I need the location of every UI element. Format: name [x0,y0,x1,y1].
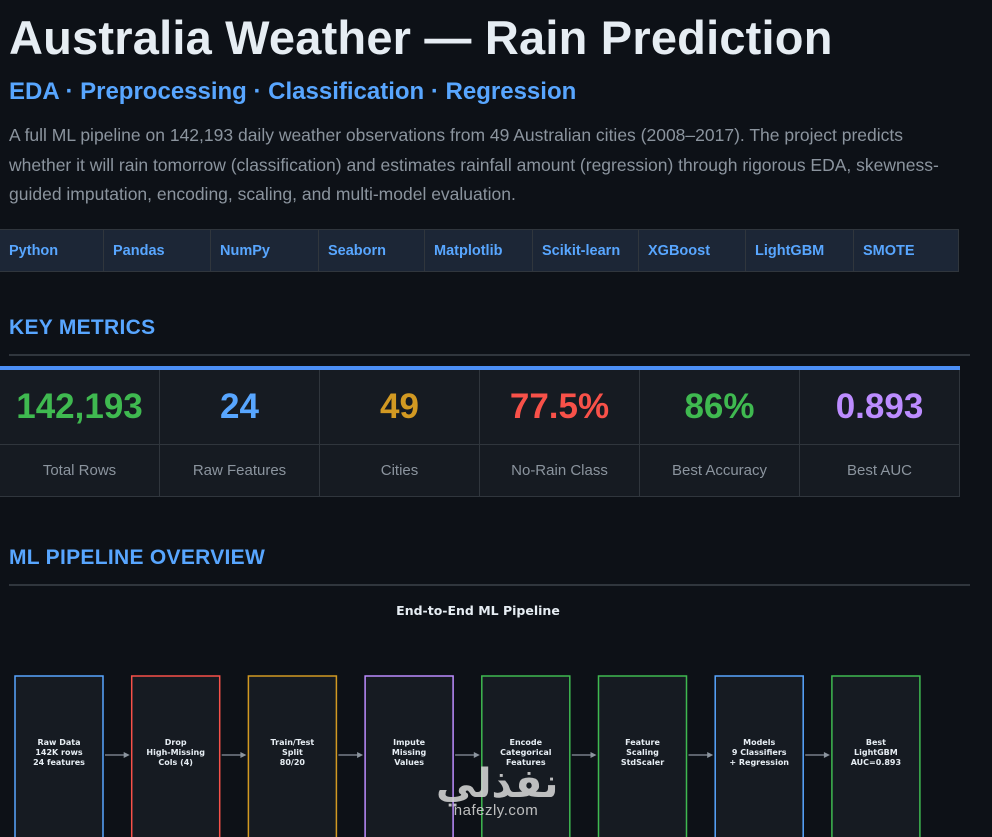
pipeline-step-label: Best [866,738,886,747]
tech-tag-lightgbm: LightGBM [746,230,854,271]
pipeline-step-label: Feature [625,738,660,747]
metric-label: No-Rain Class [511,462,608,479]
metric-no-rain-class: 77.5% No-Rain Class [480,370,640,497]
pipeline-step-label: Split [282,748,303,757]
metric-value: 77.5% [480,370,639,445]
pipeline-step-box [714,675,804,837]
pipeline-divider [9,584,970,586]
pipeline-arrowhead [707,752,714,758]
metric-value: 86% [640,370,799,445]
pipeline-step-label: + Regression [729,758,789,767]
metric-value: 142,193 [0,370,159,445]
pipeline-arrowhead [123,752,130,758]
metric-best-auc: 0.893 Best AUC [800,370,960,497]
pipeline-arrowhead [357,752,364,758]
pipeline-step-label: Impute [393,738,426,747]
tech-stack-bar: Python Pandas NumPy Seaborn Matplotlib S… [0,229,959,272]
metric-best-accuracy: 86% Best Accuracy [640,370,800,497]
tech-tag-scikit-learn: Scikit-learn [533,230,639,271]
tech-tag-xgboost: XGBoost [639,230,746,271]
pipeline-heading: ML PIPELINE OVERVIEW [9,546,266,569]
pipeline-step-label: Categorical [500,748,552,757]
metric-value: 24 [160,370,319,445]
pipeline-step-label: Scaling [626,748,659,757]
pipeline-step-box [597,675,688,837]
metric-label: Cities [380,462,419,479]
pipeline-diagram-title: End-to-End ML Pipeline [396,603,560,618]
pipeline-step-label: 9 Classifiers [732,748,787,757]
metric-label: Total Rows [42,462,117,479]
tech-tag-seaborn: Seaborn [319,230,425,271]
key-metrics-divider [9,354,970,356]
tech-tag-matplotlib: Matplotlib [425,230,533,271]
metric-label: Best Accuracy [671,462,768,479]
pipeline-step-box [364,675,454,837]
pipeline-step-label: 24 features [33,758,85,767]
pipeline-step-box [14,675,104,837]
metric-value: 0.893 [800,370,959,445]
pipeline-step-label: AUC=0.893 [851,758,901,767]
tech-tag-pandas: Pandas [104,230,211,271]
tech-tag-numpy: NumPy [211,230,319,271]
nafezly-watermark: نفذلي nafezly.com [436,761,559,819]
pipeline-step-box [831,675,921,837]
pipeline-step-label: Models [743,738,775,747]
pipeline-arrowhead [823,752,830,758]
watermark-latin-text: nafezly.com [453,802,539,819]
tech-tag-python: Python [0,230,104,271]
pipeline-step-label: LightGBM [854,748,898,757]
pipeline-step-label: Drop [165,738,187,747]
pipeline-step-label: 80/20 [280,758,306,767]
pipeline-arrowhead [590,752,597,758]
key-metrics-heading: KEY METRICS [9,316,156,339]
pipeline-step-label: Train/Test [271,738,315,747]
pipeline-step-label: Cols (4) [158,758,193,767]
pipeline-step-label: Encode [510,738,543,747]
tech-tag-smote: SMOTE [854,230,959,271]
project-description: A full ML pipeline on 142,193 daily weat… [9,125,939,204]
pipeline-step-label: Raw Data [38,738,81,747]
pipeline-step-box [481,675,571,837]
page-subtitle: EDA · Preprocessing · Classification · R… [9,78,577,105]
watermark-arabic-text: نفذلي [436,761,559,807]
metric-value: 49 [320,370,479,445]
pipeline-step-label: Missing [392,748,427,757]
metric-label: Raw Features [192,462,287,479]
metric-total-rows: 142,193 Total Rows [0,370,160,497]
pipeline-step-label: StdScaler [621,758,664,767]
pipeline-step-box [247,675,338,837]
pipeline-arrowhead [473,752,480,758]
metric-cities: 49 Cities [320,370,480,497]
page-title: Australia Weather — Rain Prediction [9,11,833,64]
metric-label: Best AUC [846,462,913,479]
metrics-grid: 142,193 Total Rows 24 Raw Features 49 Ci… [0,366,960,497]
pipeline-step-label: 142K rows [35,748,83,757]
pipeline-step-label: High-Missing [146,748,205,757]
metric-raw-features: 24 Raw Features [160,370,320,497]
pipeline-arrowhead [240,752,247,758]
pipeline-step-box [130,675,221,837]
pipeline-step-label: Values [394,758,424,767]
pipeline-step-label: Features [506,758,546,767]
